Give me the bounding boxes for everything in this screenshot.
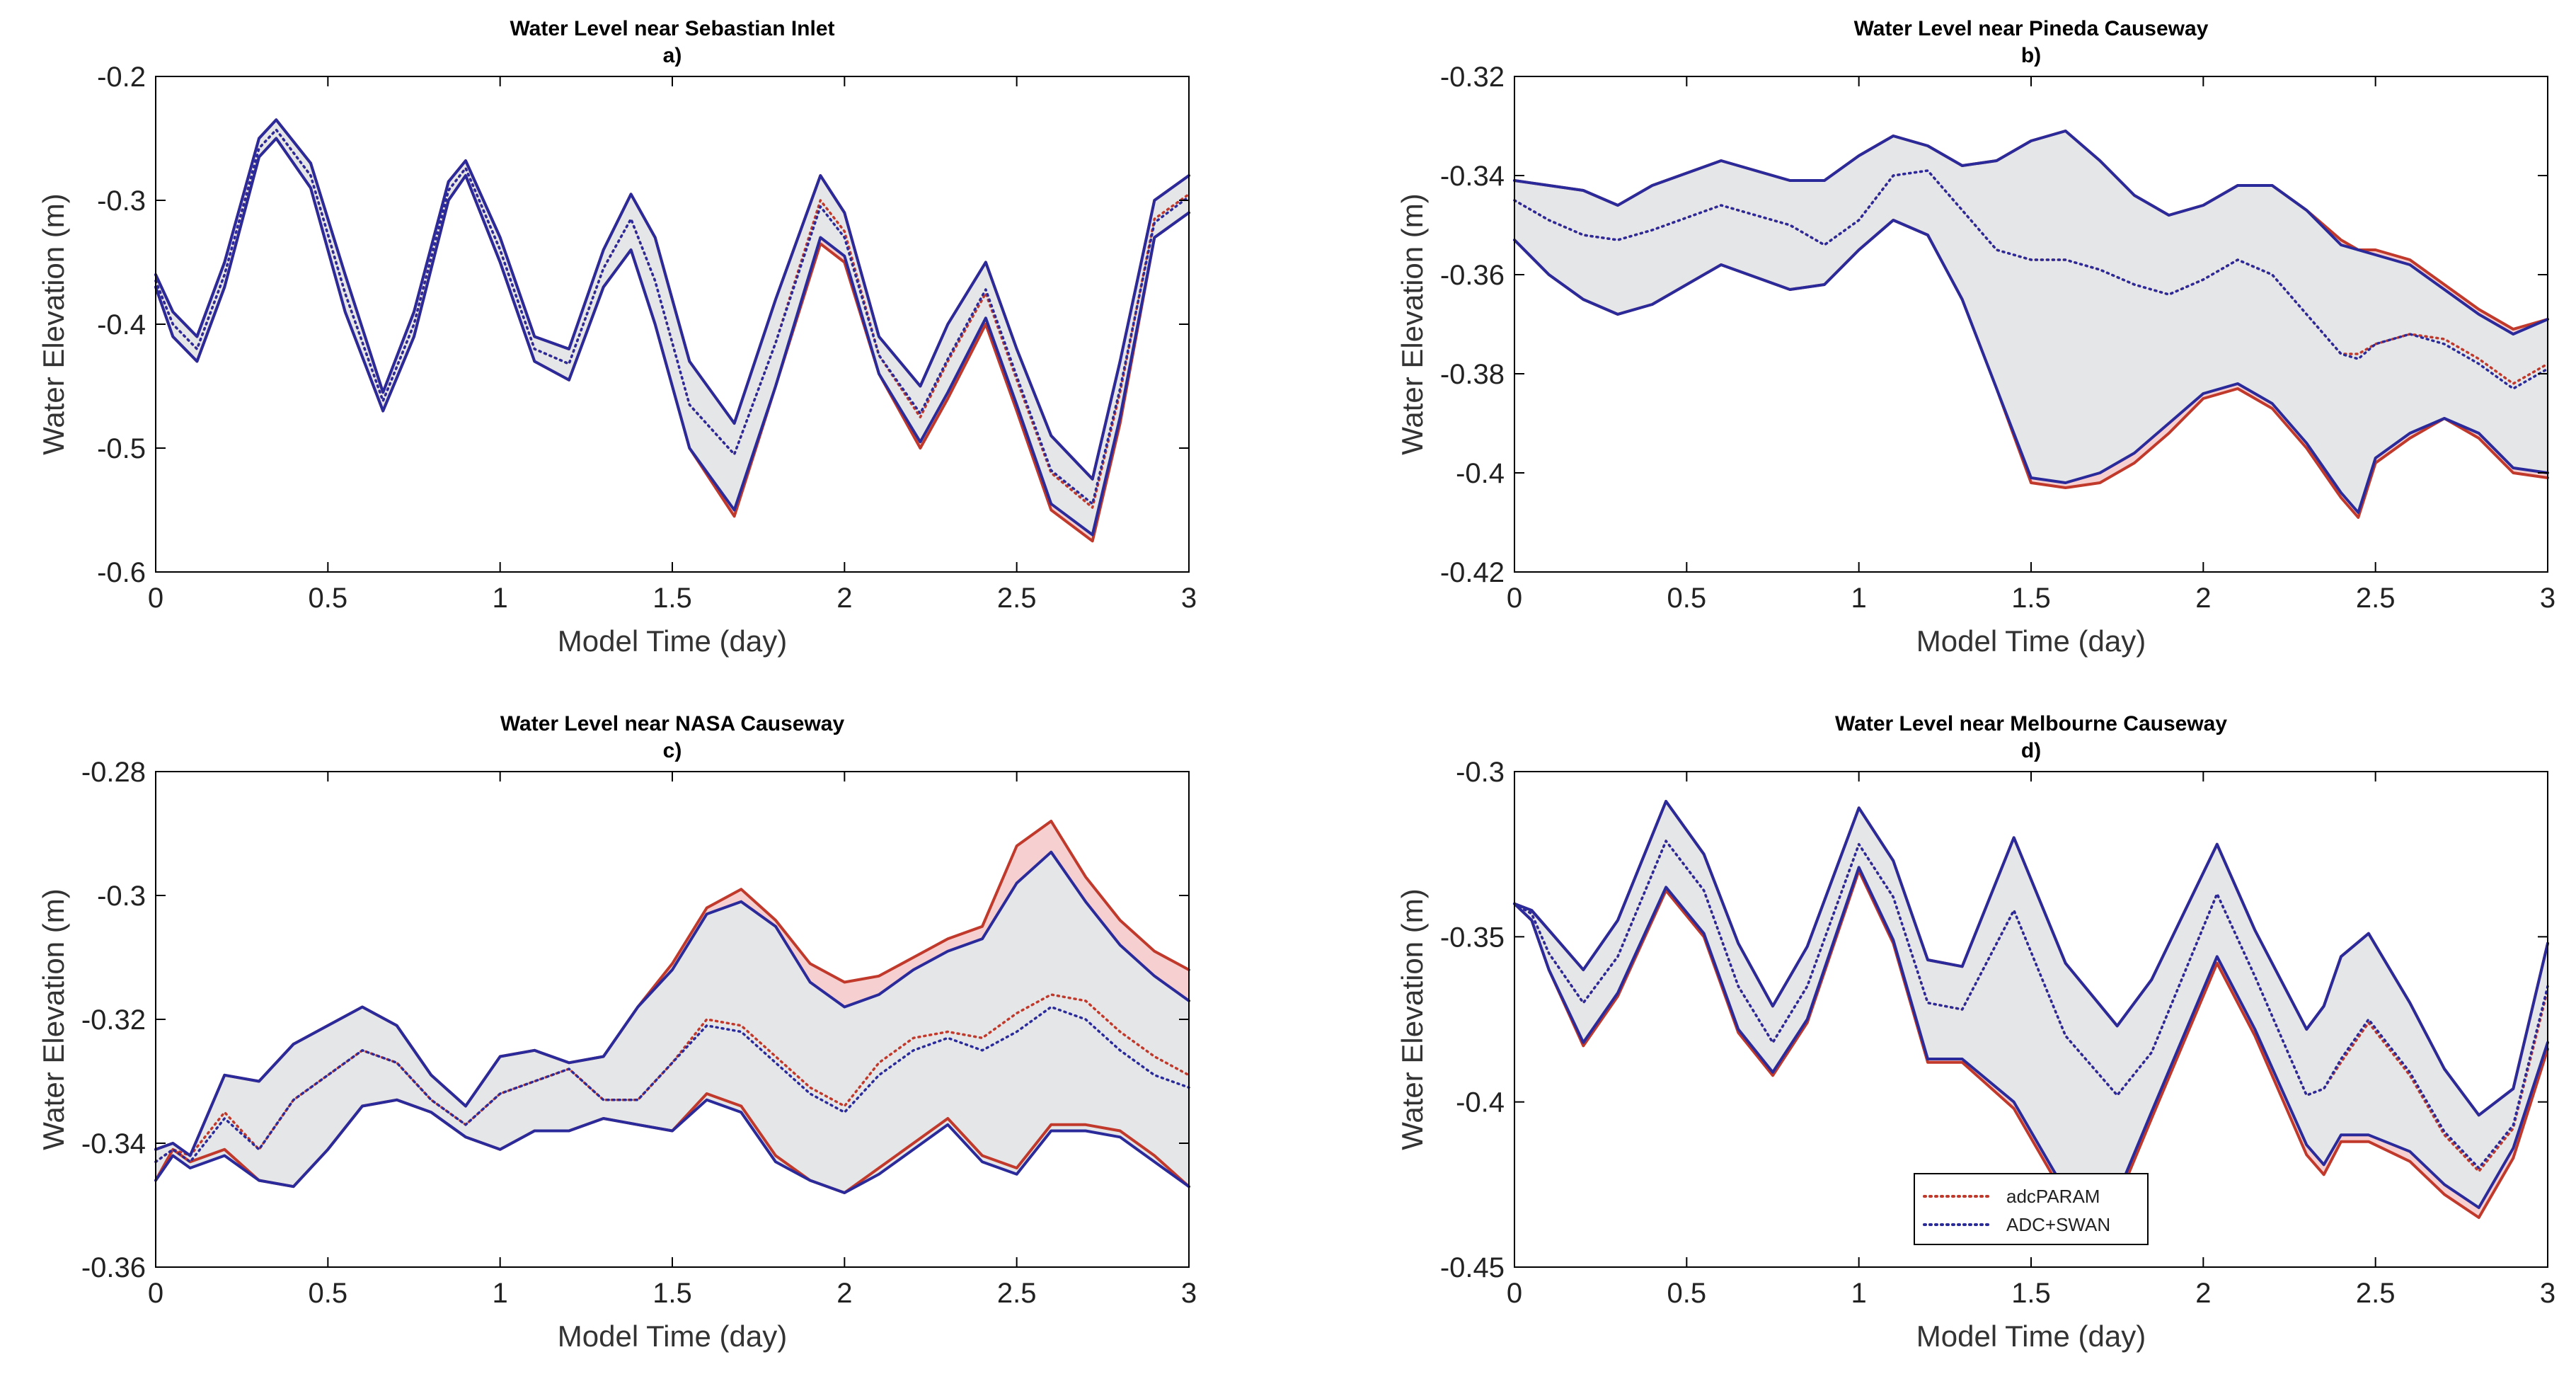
- series-line-adc-swan-mean: [1513, 169, 2549, 390]
- x-tick-label: 1.5: [652, 1278, 692, 1309]
- panel-label: b): [2021, 44, 2041, 67]
- x-axis-label: Model Time (day): [1916, 1319, 2146, 1353]
- y-tick-label: -0.34: [81, 1128, 146, 1160]
- series-line-adc-swan-mean: [1513, 840, 2549, 1169]
- legend-label: adcPARAM: [2006, 1186, 2100, 1207]
- y-tick-label: -0.42: [1440, 557, 1505, 588]
- legend: adcPARAM ADC+SWAN: [1914, 1173, 2149, 1245]
- legend-box: [1914, 1173, 2149, 1245]
- x-tick-label: 2: [2195, 1278, 2211, 1309]
- chart-title: Water Level near Melbourne Causeway: [1835, 712, 2227, 735]
- x-tick-label: 0: [148, 1278, 163, 1309]
- x-tick-label: 1.5: [2011, 583, 2051, 614]
- chart-panel-2: 0 0.5 1 1.5 2 2.5 3 -0.42 -0.4 -0.38 -0.36 -0.34 -0.…: [1396, 17, 2555, 658]
- x-tick-label: 3: [1181, 1278, 1197, 1309]
- series-line-adc-swan-min: [1513, 866, 2549, 1209]
- y-axis-label: Water Elevation (m): [1396, 888, 1429, 1150]
- series-line-adc-swan-mean: [154, 1005, 1190, 1164]
- y-tick-label: -0.4: [97, 309, 146, 340]
- x-tick-label: 1: [493, 1278, 508, 1309]
- y-tick-label: -0.38: [1440, 359, 1505, 390]
- chart-title: Water Level near Pineda Causeway: [1854, 17, 2209, 40]
- y-tick-label: -0.36: [81, 1252, 146, 1283]
- x-tick-label: 0.5: [309, 583, 348, 614]
- x-tick-label: 2: [836, 1278, 852, 1309]
- chart-panel-4: 0 0.5 1 1.5 2 2.5 3 -0.45 -0.4 -0.35 -0.3 Water Lev…: [1396, 712, 2555, 1353]
- y-tick-label: -0.5: [97, 433, 146, 464]
- panel-label: c): [663, 739, 682, 762]
- y-tick-label: -0.2: [97, 62, 146, 93]
- y-tick-label: -0.3: [1456, 757, 1505, 788]
- y-tick-label: -0.34: [1440, 161, 1505, 192]
- y-tick-label: -0.4: [1456, 458, 1505, 489]
- envelope-adc-swan: [156, 120, 1189, 535]
- y-tick-label: -0.35: [1440, 922, 1505, 953]
- x-tick-label: 0: [148, 583, 163, 614]
- y-tick-label: -0.3: [97, 185, 146, 217]
- x-tick-label: 1: [1851, 1278, 1867, 1309]
- y-tick-label: -0.3: [97, 881, 146, 912]
- y-axis-label: Water Elevation (m): [1396, 193, 1429, 455]
- x-tick-label: 2.5: [2356, 1278, 2396, 1309]
- series-line-adc-swan-max: [154, 850, 1190, 1157]
- x-axis-label: Model Time (day): [1916, 624, 2146, 658]
- x-tick-label: 2.5: [2356, 583, 2396, 614]
- x-tick-label: 1: [493, 583, 508, 614]
- chart-panel-1: 0 0.5 1 1.5 2 2.5 3 -0.6 -0.5 -0.4 -0.3 -0.2 Water L…: [37, 17, 1197, 658]
- chart-title: Water Level near NASA Causeway: [500, 712, 845, 735]
- x-tick-label: 2: [836, 583, 852, 614]
- x-tick-label: 1: [1851, 583, 1867, 614]
- y-tick-label: -0.36: [1440, 260, 1505, 291]
- x-tick-label: 3: [2540, 583, 2555, 614]
- legend-label: ADC+SWAN: [2006, 1214, 2110, 1235]
- x-tick-label: 0.5: [1667, 583, 1707, 614]
- envelope-adc-swan: [1514, 131, 2548, 513]
- x-tick-label: 2.5: [997, 1278, 1037, 1309]
- series-line-adc-swan-mean: [154, 128, 1190, 505]
- y-tick-label: -0.4: [1456, 1087, 1505, 1118]
- series-line-adcparam-mean: [1513, 840, 2549, 1173]
- panel-label: d): [2021, 739, 2041, 762]
- y-tick-label: -0.45: [1440, 1252, 1505, 1283]
- y-tick-label: -0.6: [97, 557, 146, 588]
- x-tick-label: 3: [1181, 583, 1197, 614]
- series-line-adc-swan-min: [1513, 219, 2549, 514]
- y-tick-label: -0.32: [81, 1004, 146, 1036]
- envelope-adc-swan: [156, 852, 1189, 1193]
- x-tick-label: 2: [2195, 583, 2211, 614]
- x-tick-label: 0: [1507, 1278, 1522, 1309]
- x-tick-label: 2.5: [997, 583, 1037, 614]
- panel-label: a): [663, 44, 682, 67]
- chart-title: Water Level near Sebastian Inlet: [510, 17, 834, 40]
- y-tick-label: -0.32: [1440, 62, 1505, 93]
- x-tick-label: 0.5: [1667, 1278, 1707, 1309]
- x-axis-label: Model Time (day): [558, 1319, 787, 1353]
- series-line-adc-swan-min: [154, 137, 1190, 537]
- x-axis-label: Model Time (day): [558, 624, 787, 658]
- series-line-adc-swan-min: [154, 1098, 1190, 1194]
- y-tick-label: -0.28: [81, 757, 146, 788]
- series-line-adc-swan-max: [1513, 130, 2549, 336]
- y-axis-label: Water Elevation (m): [37, 888, 70, 1150]
- x-tick-label: 1.5: [652, 583, 692, 614]
- series-line-adc-swan-max: [154, 118, 1190, 481]
- x-tick-label: 3: [2540, 1278, 2555, 1309]
- series-line-adc-swan-max: [1513, 800, 2549, 1117]
- x-tick-label: 1.5: [2011, 1278, 2051, 1309]
- chart-panel-3: 0 0.5 1 1.5 2 2.5 3 -0.36 -0.34 -0.32 -0.3 -0.28 Wat…: [37, 712, 1197, 1353]
- y-axis-label: Water Elevation (m): [37, 193, 70, 455]
- x-tick-label: 0: [1507, 583, 1522, 614]
- x-tick-label: 0.5: [309, 1278, 348, 1309]
